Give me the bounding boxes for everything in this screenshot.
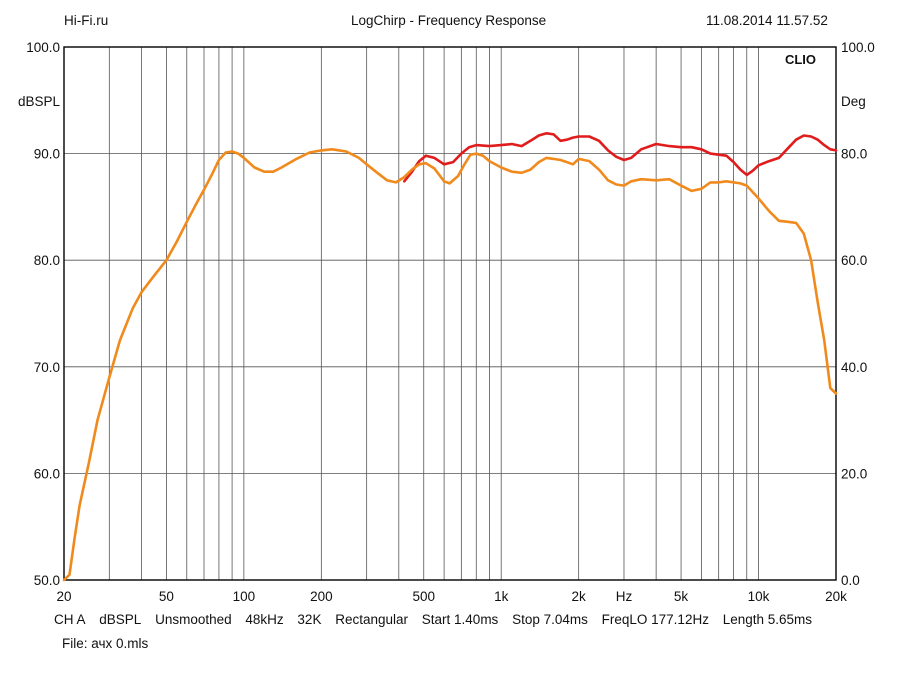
header-timestamp: 11.08.2014 11.57.52 bbox=[706, 13, 828, 28]
y-tick-label-left: 100.0 bbox=[26, 40, 60, 55]
x-axis-unit-label: Hz bbox=[616, 589, 633, 604]
y-tick-label-right: 60.0 bbox=[841, 253, 867, 268]
x-tick-label: 2k bbox=[572, 589, 587, 604]
series-layer bbox=[62, 132, 838, 582]
plot-frame bbox=[63, 46, 837, 581]
x-tick-label: 500 bbox=[412, 589, 435, 604]
x-tick-label: 50 bbox=[159, 589, 174, 604]
y-tick-label-left: 80.0 bbox=[34, 253, 60, 268]
info-sample-rate: 48kHz bbox=[245, 612, 284, 627]
series-line-red bbox=[403, 132, 838, 183]
x-tick-label: 200 bbox=[310, 589, 333, 604]
y-tick-label-right: 80.0 bbox=[841, 147, 867, 162]
grid-layer bbox=[64, 47, 836, 580]
y-tick-label-left: 70.0 bbox=[34, 360, 60, 375]
header-site-label: Hi-Fi.ru bbox=[64, 13, 109, 28]
file-name: File: ачх 0.mls bbox=[62, 636, 149, 651]
y-tick-label-right: 100.0 bbox=[841, 40, 875, 55]
y-tick-label-right: 20.0 bbox=[841, 466, 867, 481]
info-channel: CH A bbox=[54, 612, 86, 627]
info-length: Length 5.65ms bbox=[722, 612, 813, 627]
clio-brand-label: CLIO bbox=[785, 52, 816, 67]
x-tick-label: 1k bbox=[494, 589, 509, 604]
x-tick-label: 20 bbox=[56, 589, 71, 604]
x-tick-label: 20k bbox=[825, 589, 847, 604]
y-tick-label-right: 0.0 bbox=[841, 573, 860, 588]
measurement-info-bar: CH A dBSPL Unsmoothed 48kHz 32K Rectangu… bbox=[54, 612, 822, 627]
axis-label-layer: 50.0 0.0 60.0 20.0 70.0 40.0 80.0 60.0 90.0 80.0 1… bbox=[18, 40, 875, 604]
series-line-orange bbox=[62, 148, 838, 582]
y-tick-label-left: 50.0 bbox=[34, 573, 60, 588]
info-unit: dBSPL bbox=[99, 612, 142, 627]
y-tick-label-left: 60.0 bbox=[34, 466, 60, 481]
info-stop: Stop 7.04ms bbox=[512, 612, 588, 627]
x-tick-label: 100 bbox=[233, 589, 256, 604]
info-freq-lo: FreqLO 177.12Hz bbox=[601, 612, 709, 627]
y-tick-label-left: 90.0 bbox=[34, 147, 60, 162]
y-tick-label-right: 40.0 bbox=[841, 360, 867, 375]
x-tick-label: 10k bbox=[748, 589, 770, 604]
info-smoothing: Unsmoothed bbox=[155, 612, 232, 627]
info-start: Start 1.40ms bbox=[421, 612, 499, 627]
x-tick-label: 5k bbox=[674, 589, 689, 604]
info-window: Rectangular bbox=[335, 612, 409, 627]
header-chart-title: LogChirp - Frequency Response bbox=[351, 13, 547, 28]
y-axis-label-right: Deg bbox=[841, 94, 866, 109]
y-axis-label-left: dBSPL bbox=[18, 94, 61, 109]
info-fft-size: 32K bbox=[297, 612, 322, 627]
